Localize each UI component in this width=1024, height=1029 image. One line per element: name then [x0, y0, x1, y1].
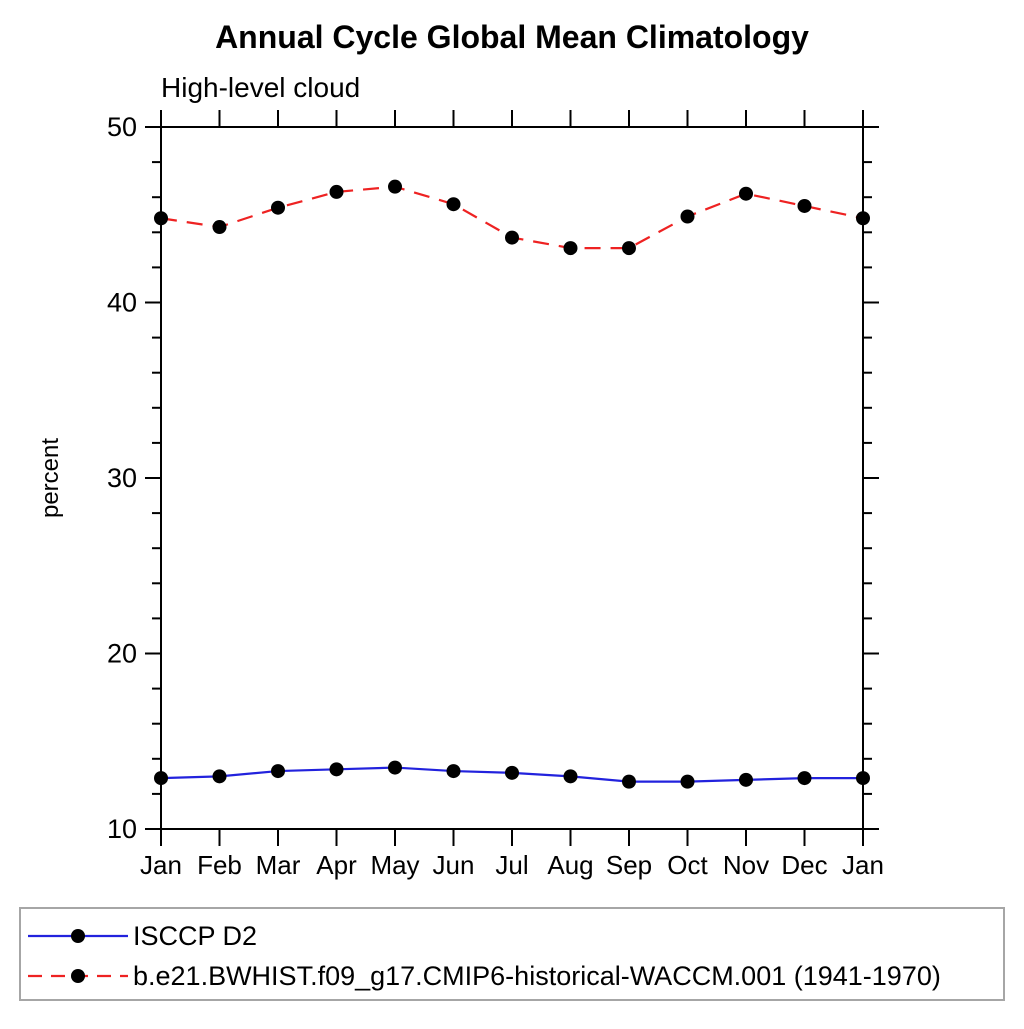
data-point-marker: [212, 220, 227, 235]
data-point-marker: [563, 241, 578, 256]
data-point-marker: [739, 772, 753, 787]
x-tick-label: May: [370, 850, 419, 880]
data-point-marker: [505, 765, 519, 780]
axes: 10 20 30 40 50 Jan Feb Mar Apr May Jun Jul Aug Sep Oct…: [107, 110, 884, 880]
data-point-marker: [271, 764, 285, 779]
data-point-marker: [797, 771, 812, 786]
data-point-marker: [680, 209, 695, 224]
data-series: [154, 179, 870, 789]
data-point-marker: [563, 769, 578, 784]
data-point-marker: [680, 774, 695, 789]
x-tick-label: Feb: [197, 850, 242, 880]
x-tick-label: Oct: [667, 850, 708, 880]
x-tick-label: Jan: [140, 850, 182, 880]
data-point-marker: [154, 211, 168, 226]
data-point-marker: [856, 211, 870, 226]
legend-entries: ISCCP D2 b.e21.BWHIST.f09_g17.CMIP6-histo…: [28, 921, 941, 991]
data-point-marker: [622, 241, 636, 256]
data-point-marker: [329, 184, 344, 199]
chart-subtitle: High-level cloud: [161, 72, 360, 103]
y-tick-label: 30: [107, 463, 137, 493]
legend-marker-icon: [71, 929, 85, 943]
data-point-marker: [446, 197, 461, 212]
x-tick-label: Dec: [781, 850, 827, 880]
data-point-marker: [388, 760, 402, 775]
legend-entry-label: ISCCP D2: [133, 921, 257, 951]
legend-entry-label: b.e21.BWHIST.f09_g17.CMIP6-historical-WA…: [133, 961, 941, 991]
legend-marker-icon: [71, 969, 85, 983]
x-tick-label: Sep: [606, 850, 652, 880]
legend-box: [19, 907, 1005, 1001]
data-point-marker: [329, 762, 344, 777]
data-point-marker: [271, 200, 285, 215]
y-tick-label: 50: [107, 112, 137, 142]
chart-title: Annual Cycle Global Mean Climatology: [215, 19, 809, 55]
x-tick-label: Jul: [495, 850, 528, 880]
data-point-marker: [505, 230, 519, 245]
data-point-marker: [388, 179, 402, 194]
data-point-marker: [622, 774, 636, 789]
data-point-marker: [212, 769, 227, 784]
data-point-marker: [739, 186, 753, 201]
data-point-marker: [797, 198, 812, 213]
y-tick-label: 20: [107, 639, 137, 669]
data-point-marker: [446, 764, 461, 779]
x-tick-label: Aug: [547, 850, 593, 880]
y-tick-label: 10: [107, 814, 137, 844]
data-point-marker: [856, 771, 870, 786]
y-tick-label: 40: [107, 288, 137, 318]
x-tick-label: Mar: [256, 850, 301, 880]
x-tick-label: Jan: [842, 850, 884, 880]
x-tick-label: Apr: [316, 850, 357, 880]
x-tick-label: Jun: [433, 850, 475, 880]
x-tick-label: Nov: [723, 850, 769, 880]
y-axis-label: percent: [37, 438, 64, 518]
legend: ISCCP D2 b.e21.BWHIST.f09_g17.CMIP6-histo…: [19, 907, 1005, 1001]
data-point-marker: [154, 771, 168, 786]
